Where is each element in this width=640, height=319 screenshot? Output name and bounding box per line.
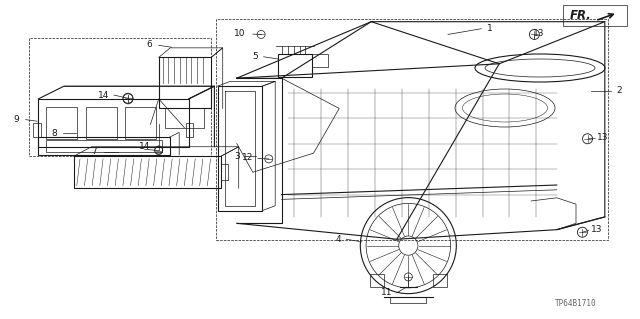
Bar	[74, 156, 221, 188]
Text: 9: 9	[13, 115, 19, 124]
Text: 8: 8	[52, 129, 57, 138]
FancyArrowPatch shape	[598, 14, 613, 20]
Text: 13: 13	[597, 133, 609, 142]
Bar	[159, 57, 211, 108]
Bar	[46, 107, 77, 139]
Bar	[165, 108, 204, 128]
Text: 14: 14	[98, 91, 109, 100]
Bar	[38, 99, 189, 147]
Text: 2: 2	[616, 86, 621, 95]
Text: TP64B1710: TP64B1710	[555, 299, 597, 308]
Bar	[312, 54, 328, 67]
Bar	[29, 38, 211, 156]
Text: 11: 11	[381, 288, 392, 297]
Bar	[186, 123, 193, 137]
Bar	[46, 140, 162, 152]
Text: 5: 5	[252, 52, 257, 61]
Text: 12: 12	[242, 153, 253, 162]
Text: 4: 4	[335, 235, 340, 244]
Text: 3: 3	[234, 152, 239, 161]
Bar	[563, 5, 627, 26]
Text: 14: 14	[139, 142, 150, 151]
Bar	[38, 137, 170, 155]
Bar	[433, 274, 447, 287]
Text: 6: 6	[147, 40, 152, 49]
Text: 13: 13	[533, 29, 545, 38]
Bar	[370, 274, 384, 287]
Text: FR.: FR.	[570, 10, 591, 22]
Bar	[33, 123, 41, 137]
Bar	[125, 107, 156, 139]
Text: 13: 13	[591, 225, 602, 234]
Bar	[278, 54, 312, 77]
Text: 1: 1	[487, 24, 492, 33]
Bar	[216, 19, 608, 240]
Text: 10: 10	[234, 29, 246, 38]
Bar	[86, 107, 117, 139]
Text: 7: 7	[92, 147, 97, 156]
